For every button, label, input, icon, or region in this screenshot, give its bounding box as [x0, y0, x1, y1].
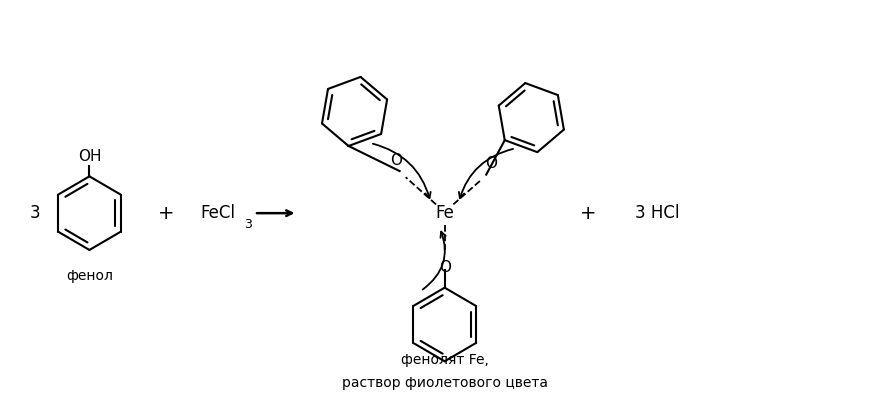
Text: фенол: фенол: [66, 269, 112, 283]
Text: OH: OH: [78, 149, 101, 164]
Text: +: +: [158, 204, 174, 223]
Text: раствор фиолетового цвета: раствор фиолетового цвета: [342, 376, 548, 390]
Text: 3: 3: [243, 218, 251, 231]
Text: O: O: [439, 260, 451, 276]
Text: Fe: Fe: [435, 204, 454, 222]
Text: O: O: [390, 152, 402, 168]
Text: O: O: [486, 156, 497, 171]
Text: 3 HCl: 3 HCl: [635, 204, 679, 222]
Text: FeCl: FeCl: [201, 204, 235, 222]
Text: +: +: [579, 204, 596, 223]
Text: фенолят Fe,: фенолят Fe,: [401, 354, 488, 368]
Text: 3: 3: [30, 204, 40, 222]
